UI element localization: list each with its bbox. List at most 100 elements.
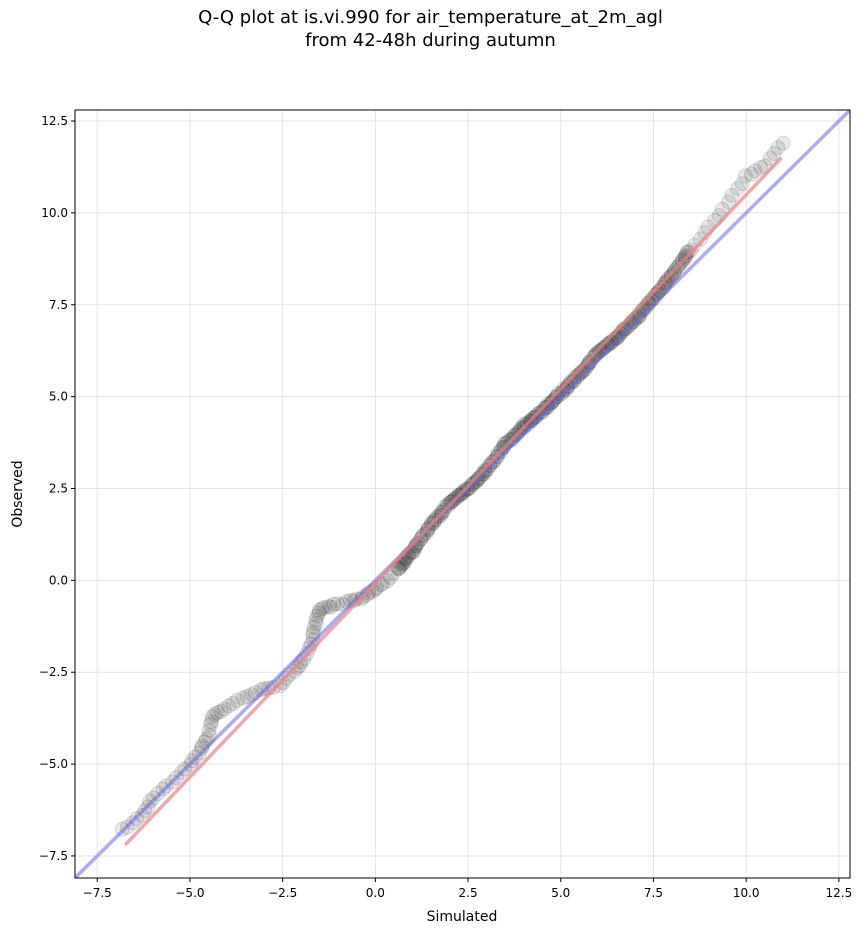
scatter-point [292, 657, 308, 673]
scatter-point [287, 663, 303, 679]
scatter-point [225, 695, 241, 711]
scatter-point [657, 276, 673, 292]
scatter-point [721, 194, 737, 210]
scatter-point [207, 707, 223, 723]
y-tick-label: 12.5 [41, 114, 68, 128]
scatter-point [679, 245, 695, 261]
scatter-point [542, 396, 558, 412]
y-tick-label: 10.0 [41, 206, 68, 220]
scatter-point [201, 722, 217, 738]
scatter-point [272, 678, 288, 694]
scatter-point [743, 166, 759, 182]
scatter-point [660, 272, 676, 288]
scatter-point [692, 231, 708, 247]
x-axis-label: Simulated [427, 909, 498, 925]
scatter-point [666, 266, 682, 282]
scatter-point [533, 404, 549, 420]
scatter-point [203, 714, 219, 730]
y-tick-label: 2.5 [49, 481, 68, 495]
scatter-point [311, 602, 327, 618]
x-tick-label: 2.5 [459, 886, 478, 900]
x-tick-label: 5.0 [551, 886, 570, 900]
scatter-point [314, 601, 330, 617]
fit-line [123, 156, 783, 847]
scatter-point [413, 531, 429, 547]
x-tick-label: 12.5 [826, 886, 853, 900]
scatter-point [775, 135, 791, 151]
x-axis-ticks: −7.5 −5.0 −2.5 0.0 2.5 5.0 7.5 10.0 12.5 [83, 878, 853, 900]
scatter-point [392, 559, 408, 575]
scatter-point [549, 389, 565, 405]
scatter-point [737, 168, 753, 184]
scatter-point [537, 400, 553, 416]
scatter-point [419, 525, 435, 541]
scatter-point [326, 596, 342, 612]
grid-lines [75, 110, 850, 878]
scatter-point [383, 569, 399, 585]
scatter-point [734, 176, 750, 192]
scatter-point [753, 159, 769, 175]
scatter-point [762, 151, 778, 167]
scatter-point [216, 701, 232, 717]
scatter-point [544, 394, 560, 410]
y-tick-label: −5.0 [39, 757, 68, 771]
scatter-point [204, 709, 220, 725]
scatter-point [539, 399, 555, 415]
y-axis-label: Observed [10, 460, 26, 527]
scatter-point [680, 244, 696, 260]
scatter-point [213, 703, 229, 719]
x-tick-label: 7.5 [644, 886, 663, 900]
y-tick-label: 5.0 [49, 390, 68, 404]
x-tick-label: −5.0 [175, 886, 204, 900]
scatter-point [309, 608, 325, 624]
y-tick-label: −2.5 [39, 665, 68, 679]
scatter-point [437, 499, 453, 515]
reference-lines [75, 110, 850, 878]
scatter-point [275, 675, 291, 691]
plot-frame [74, 109, 851, 879]
y-tick-label: 7.5 [49, 298, 68, 312]
scatter-point [714, 201, 730, 217]
scatter-point [308, 616, 324, 632]
scatter-point [306, 619, 322, 635]
scatter-point [687, 237, 703, 253]
scatter-point [724, 187, 740, 203]
x-tick-label: 0.0 [366, 886, 385, 900]
scatter-point [658, 274, 674, 290]
scatter-point [770, 140, 786, 156]
scatter-point [440, 496, 456, 512]
y-tick-label: 0.0 [49, 573, 68, 587]
scatter-point [194, 741, 210, 757]
y-axis-ticks: −7.5 −5.0 −2.5 0.0 2.5 5.0 7.5 10.0 12.5 [39, 114, 75, 863]
scatter-point [766, 146, 782, 162]
scatter-point [747, 163, 763, 179]
scatter-point [730, 181, 746, 197]
scatter-point [391, 561, 407, 577]
scatter-point [658, 275, 674, 291]
scatter-point [229, 692, 245, 708]
scatter-point [311, 605, 327, 621]
scatter-point [305, 624, 321, 640]
scatter-point [545, 392, 561, 408]
scatter-point [547, 391, 563, 407]
chart-title: Q-Q plot at is.vi.990 for air_temperatur… [198, 7, 663, 51]
scatter-point [397, 555, 413, 571]
scatter-point [413, 531, 429, 547]
y-tick-label: −7.5 [39, 849, 68, 863]
scatter-point [560, 378, 576, 394]
x-tick-label: 10.0 [733, 886, 760, 900]
scatter-point [379, 573, 395, 589]
scatter-point [308, 612, 324, 628]
scatter-point [321, 599, 337, 615]
scatter-point [289, 660, 305, 676]
scatter-point [209, 705, 225, 721]
scatter-point [203, 717, 219, 733]
scatter-point [142, 793, 158, 809]
scatter-point [253, 682, 269, 698]
scatter-point [239, 689, 255, 705]
scatter-point [221, 698, 237, 714]
scatter-point [663, 268, 679, 284]
scatter-point [535, 404, 551, 420]
scatter-point [316, 599, 332, 615]
